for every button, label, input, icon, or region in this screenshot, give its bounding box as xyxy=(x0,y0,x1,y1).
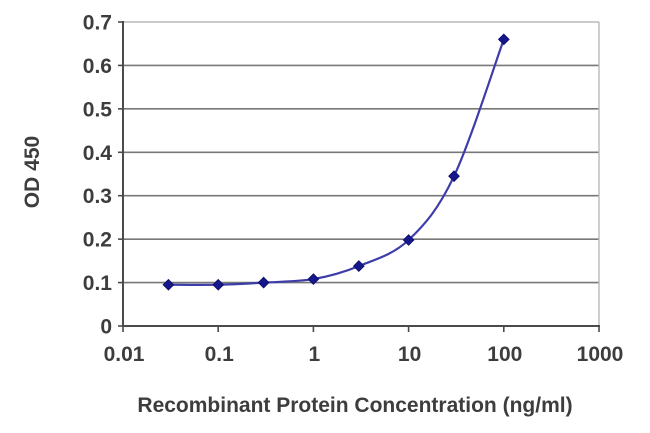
x-tick-label: 100 xyxy=(487,343,522,366)
data-point-marker xyxy=(402,234,415,246)
y-tick-label: 0.5 xyxy=(83,98,113,121)
x-tick-label: 10 xyxy=(398,343,421,366)
x-tick-label: 0.1 xyxy=(205,343,235,366)
y-tick-label: 0.4 xyxy=(83,142,113,165)
y-axis-title: OD 450 xyxy=(21,135,44,209)
x-axis-title: Recombinant Protein Concentration (ng/ml… xyxy=(137,394,573,417)
x-tick-label: 1000 xyxy=(577,343,624,366)
data-point-marker xyxy=(352,260,365,272)
x-tick-label: 0.01 xyxy=(104,343,145,366)
y-tick-label: 0.2 xyxy=(83,229,112,252)
data-point-marker xyxy=(497,33,510,46)
y-tick-label: 0.1 xyxy=(83,272,113,295)
data-point-marker xyxy=(307,273,320,286)
y-tick-label: 0.7 xyxy=(83,12,112,35)
y-tick-label: 0.3 xyxy=(83,185,112,208)
data-point-marker xyxy=(212,278,225,291)
data-point-marker xyxy=(448,170,460,183)
series-line xyxy=(168,39,505,286)
y-tick-label: 0 xyxy=(100,316,112,339)
data-point-marker xyxy=(162,278,175,291)
x-tick-label: 1 xyxy=(309,343,321,366)
data-point-marker xyxy=(257,276,270,289)
y-tick-label: 0.6 xyxy=(83,55,112,78)
